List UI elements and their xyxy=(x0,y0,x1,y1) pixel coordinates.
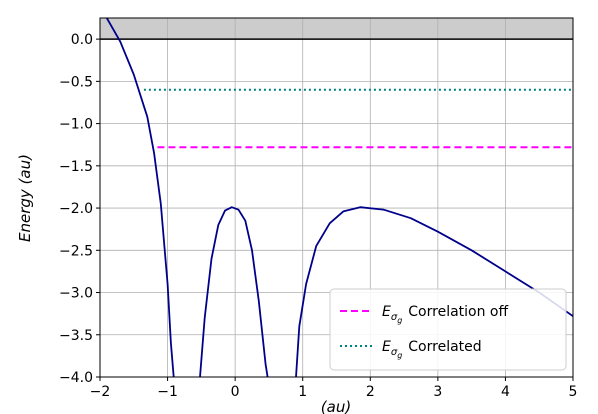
x-tick-label: 5 xyxy=(569,384,578,400)
x-tick-label: 2 xyxy=(366,384,375,400)
y-tick-label: −4.0 xyxy=(59,370,93,386)
legend-box xyxy=(329,288,567,371)
potential-curve-segment-2 xyxy=(199,206,269,377)
legend-entry-correlation-off: Eσg Correlation off xyxy=(382,304,508,325)
legend-symbol: E xyxy=(382,304,391,320)
shaded-band xyxy=(100,18,573,40)
legend-label: Correlation off xyxy=(408,304,508,320)
legend-subsubscript: g xyxy=(397,351,402,360)
y-axis-label: Energy (au) xyxy=(16,154,34,242)
legend-subscript: σ xyxy=(391,347,398,358)
y-tick-label: −2.0 xyxy=(59,201,93,217)
x-tick-label: 1 xyxy=(298,384,307,400)
legend-entry-correlated: Eσg Correlated xyxy=(382,339,482,360)
potential-curve-segment-3 xyxy=(295,206,573,377)
legend-symbol: E xyxy=(382,339,391,355)
plot-frame xyxy=(99,17,574,378)
y-tick-label: −1.0 xyxy=(59,117,93,133)
potential-curve-segment-1 xyxy=(106,18,175,377)
x-axis-ticks: −2 −1 0 1 2 3 4 5 xyxy=(90,377,578,400)
x-axis-label: (au) xyxy=(321,398,351,414)
y-tick-label: −3.5 xyxy=(59,328,93,344)
data-layer xyxy=(100,18,573,377)
y-tick-label: −0.5 xyxy=(59,74,93,90)
y-tick-label: −1.5 xyxy=(59,159,93,175)
legend-subsubscript: g xyxy=(397,316,402,325)
legend: EσgCorrelation off EσgCorrelated xyxy=(329,288,567,371)
y-tick-label: −2.5 xyxy=(59,243,93,259)
shaded-region xyxy=(100,18,573,40)
y-tick-label: 0.0 xyxy=(71,32,93,48)
y-tick-label: −3.0 xyxy=(59,286,93,302)
legend-label: Correlated xyxy=(408,339,481,355)
x-tick-label: −1 xyxy=(157,384,178,400)
legend-subscript: σ xyxy=(391,312,398,323)
x-tick-label: 0 xyxy=(231,384,240,400)
x-tick-label: 3 xyxy=(433,384,442,400)
x-tick-label: 4 xyxy=(501,384,510,400)
x-tick-label: −2 xyxy=(90,384,111,400)
y-axis-ticks: 0.0 −0.5 −1.0 −1.5 −2.0 −2.5 −3.0 −3.5 −4.0 xyxy=(59,32,100,386)
